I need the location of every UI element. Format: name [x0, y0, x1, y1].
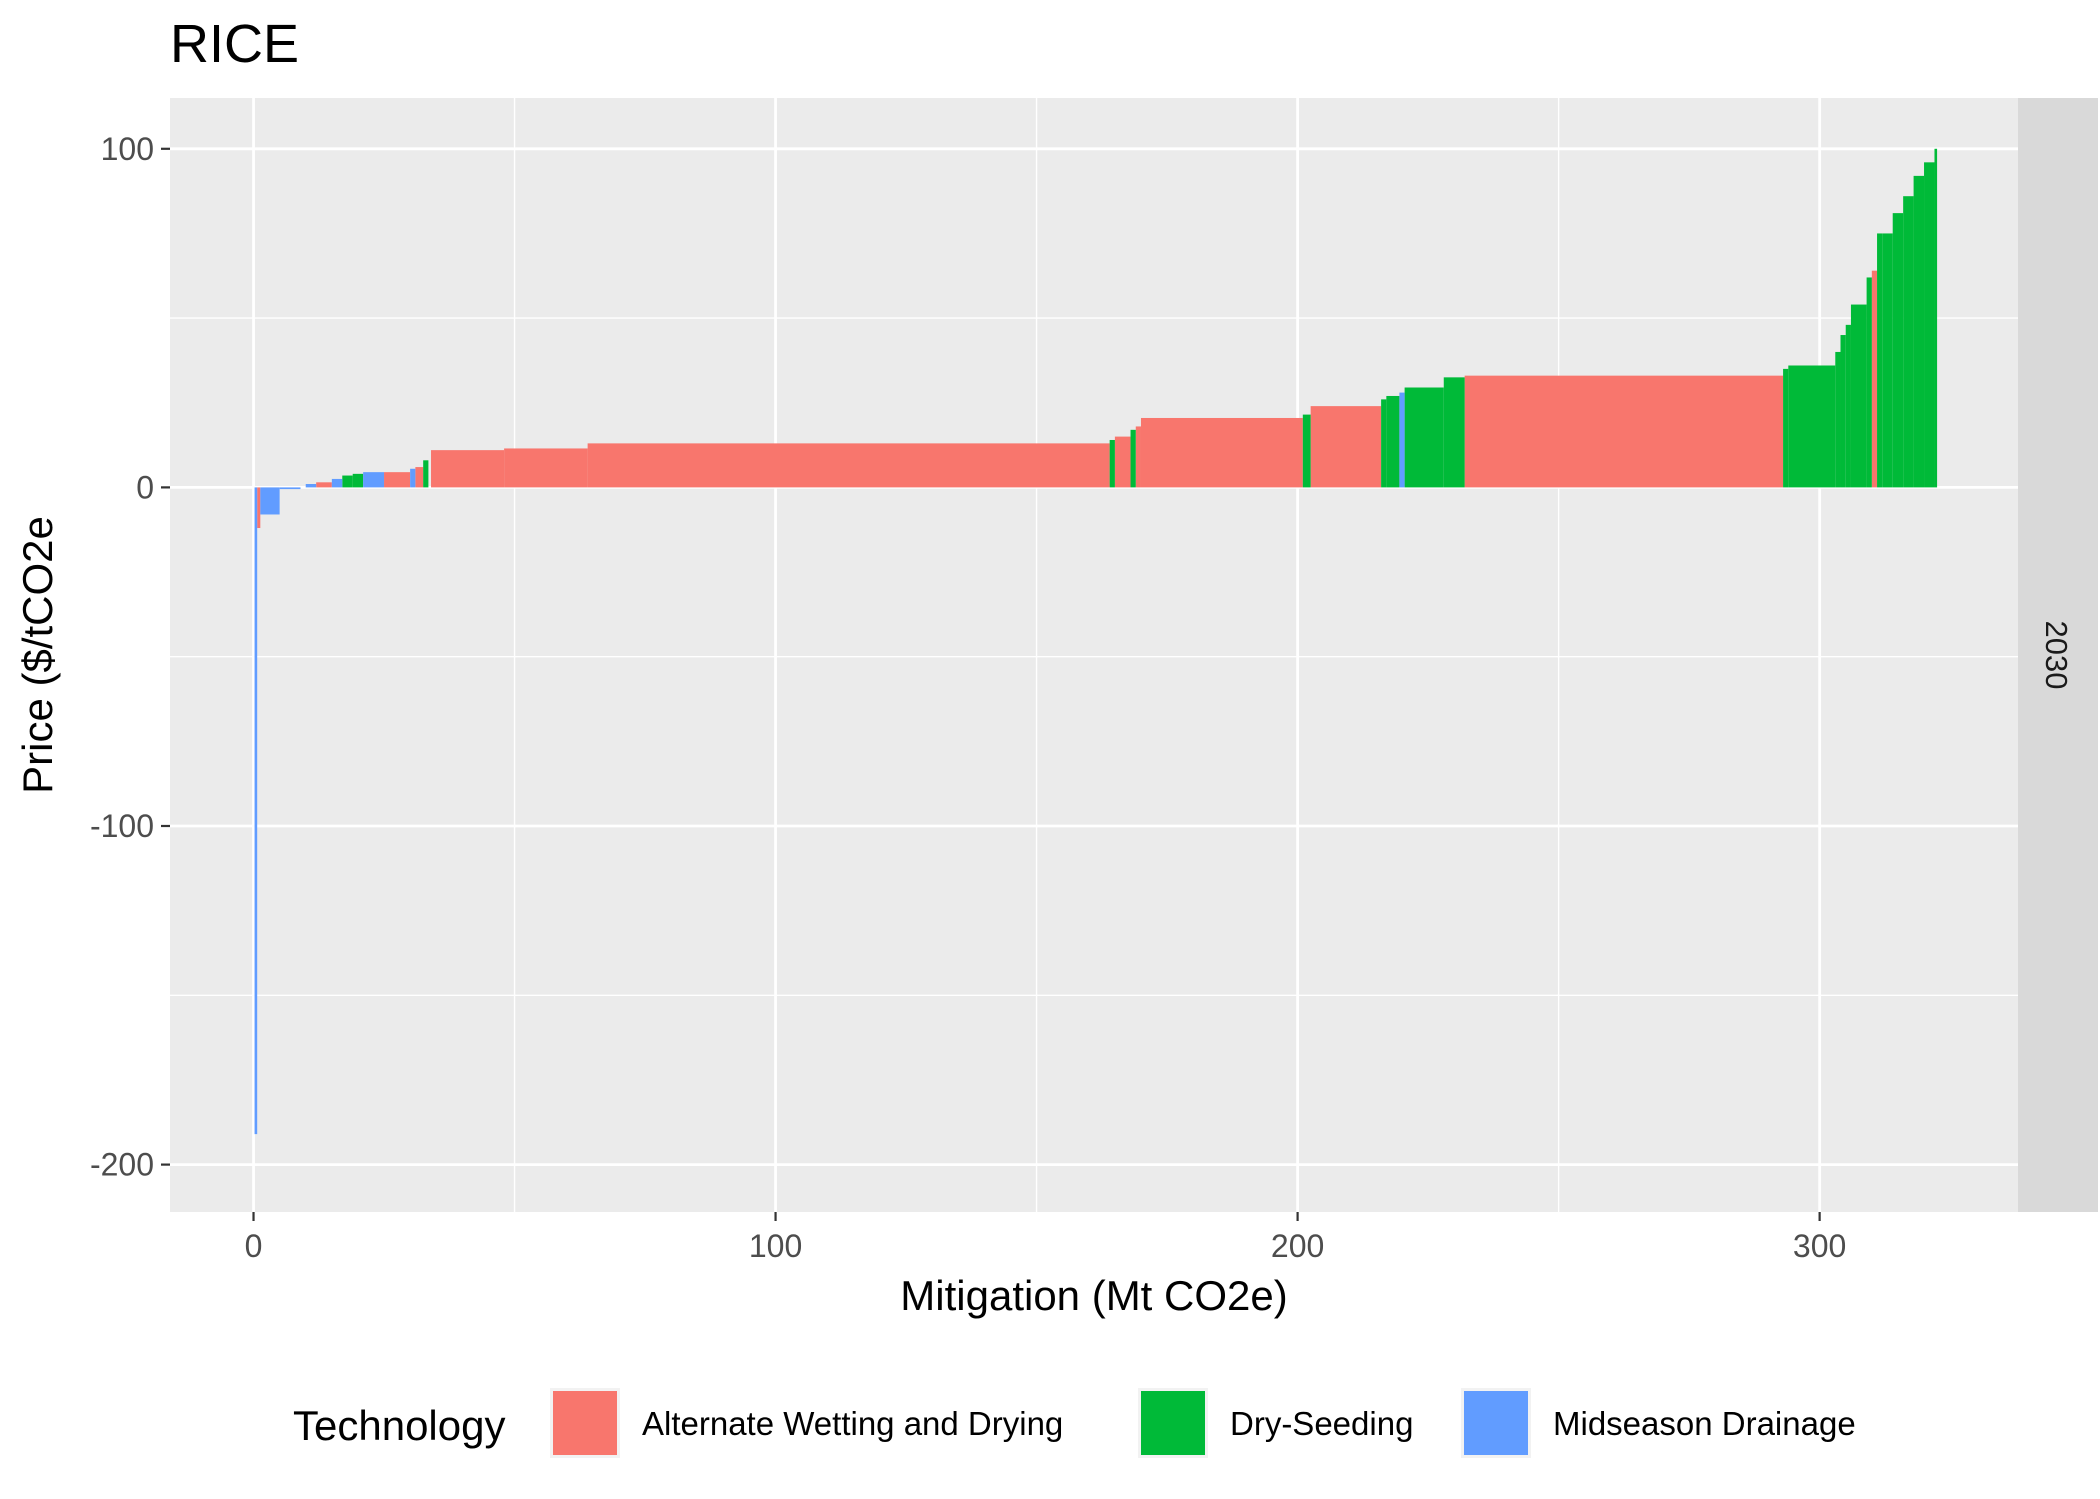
legend-label: Alternate Wetting and Drying — [642, 1405, 1063, 1442]
y-tick-label: 100 — [101, 131, 154, 167]
bar — [1835, 351, 1841, 488]
bar — [257, 487, 261, 529]
legend-key — [1464, 1391, 1528, 1455]
legend-key — [553, 1391, 617, 1455]
bar — [1892, 213, 1904, 488]
x-axis: 0 100 200 300 — [245, 1212, 1846, 1264]
x-tick-label: 200 — [1271, 1228, 1324, 1264]
bar — [1381, 399, 1387, 488]
bar — [1783, 368, 1789, 488]
bar — [254, 487, 258, 1135]
bar — [342, 475, 353, 488]
bar — [1866, 277, 1872, 488]
bar — [1114, 436, 1131, 488]
chart-title: RICE — [170, 14, 299, 74]
bar — [1788, 365, 1836, 488]
bar — [1464, 375, 1784, 488]
bar — [1404, 387, 1444, 488]
y-tick-label: -100 — [90, 808, 154, 844]
bar — [410, 468, 416, 488]
bar — [1399, 392, 1405, 488]
bar — [1443, 377, 1465, 488]
bar — [1871, 270, 1878, 488]
bar — [1130, 429, 1136, 488]
bar — [316, 482, 332, 488]
bar — [423, 460, 429, 488]
minor-gridlines — [170, 98, 2018, 1212]
legend-label: Dry-Seeding — [1230, 1405, 1413, 1442]
bar — [1109, 439, 1115, 488]
bar — [1840, 335, 1846, 488]
bar — [279, 487, 301, 490]
bar — [1903, 196, 1914, 488]
y-tick-label: -200 — [90, 1147, 154, 1183]
bar — [1882, 233, 1893, 488]
bar — [1845, 324, 1851, 488]
legend-title: Technology — [293, 1402, 505, 1449]
bar — [1934, 148, 1938, 488]
bar — [1302, 414, 1311, 488]
data-bars — [254, 148, 1938, 1135]
plot-panel — [170, 98, 2018, 1212]
x-axis-title: Mitigation (Mt CO2e) — [900, 1272, 1287, 1319]
bar — [1140, 417, 1303, 488]
bar — [415, 467, 424, 488]
y-axis: -200 -100 0 100 — [90, 131, 170, 1183]
legend-key — [1141, 1391, 1205, 1455]
x-tick-label: 100 — [749, 1228, 802, 1264]
legend-label: Midseason Drainage — [1553, 1405, 1856, 1442]
x-tick-label: 0 — [245, 1228, 263, 1264]
bar — [1135, 426, 1141, 488]
bar — [1877, 233, 1883, 488]
bar — [305, 484, 317, 488]
y-tick-label: 0 — [136, 469, 154, 505]
bar — [1913, 175, 1925, 488]
bar — [431, 450, 505, 488]
bar — [331, 478, 343, 488]
bar — [384, 472, 411, 488]
bar — [1850, 304, 1867, 488]
facet-strip — [2018, 98, 2098, 1212]
bar — [1310, 406, 1382, 488]
legend: Technology Alternate Wetting and Drying D… — [293, 1388, 1856, 1458]
bar — [363, 472, 385, 488]
bar — [352, 473, 364, 488]
bar — [1924, 162, 1935, 488]
x-tick-label: 300 — [1793, 1228, 1846, 1264]
bar — [587, 443, 1110, 488]
bar — [260, 487, 280, 515]
bar — [1386, 395, 1400, 488]
facet-strip-label: 2030 — [2039, 621, 2074, 690]
bar — [504, 448, 588, 488]
y-axis-title: Price ($/tCO2e — [14, 516, 61, 794]
